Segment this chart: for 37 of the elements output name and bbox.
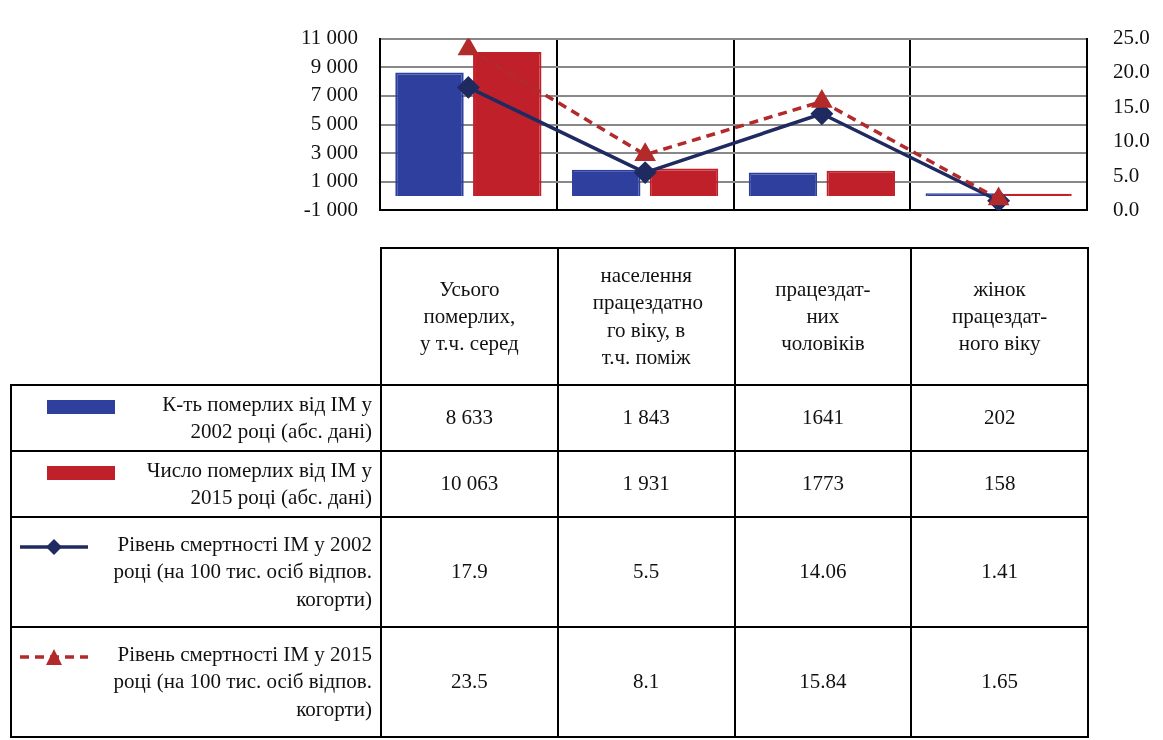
y-tick-label: 3 000	[310, 139, 358, 164]
data-label: 17.9	[381, 517, 558, 627]
y-tick-label: 5 000	[310, 111, 358, 136]
data-label: 1641	[734, 385, 912, 451]
data-label: 23.5	[381, 627, 558, 737]
y-tick-label: 9 000	[310, 53, 358, 78]
data-label: 1.65	[911, 627, 1088, 737]
y-tick-label: 7 000	[310, 82, 358, 107]
x-tick-label: жінок працездат-ного віку	[911, 248, 1088, 385]
y-tick-label: 1 000	[310, 168, 358, 193]
legend-label: Рівень смертності ІМ у 2002 році (на 100 тис. осіб відпов. когорти)	[112, 531, 372, 613]
y2-tick-label: 20.0	[1113, 59, 1150, 84]
y2-tick-label: 10.0	[1113, 128, 1150, 153]
data-label: 1773	[734, 451, 912, 517]
legend-label: Рівень смертності ІМ у 2015 році (на 100 тис. осіб відпов. когорти)	[112, 641, 372, 723]
data-label: 158	[911, 451, 1088, 517]
x-tick-label: працездат-них чоловіків	[734, 248, 912, 385]
data-label: 14.06	[734, 517, 912, 627]
y2-tick-label: 25.0	[1113, 25, 1150, 50]
y-tick-label: 11 000	[301, 25, 358, 50]
data-label: 15.84	[734, 627, 912, 737]
legend-label: К-ть померлих від ІМ у 2002 році (абс. дані)	[161, 390, 372, 445]
y2-tick-label: 5.0	[1113, 162, 1140, 187]
x-tick-label: населення працездатно го віку, в т.ч. поміж	[557, 248, 735, 385]
data-label: 1 843	[557, 385, 735, 451]
data-label: 1.41	[911, 517, 1088, 627]
data-label: 8 633	[381, 385, 558, 451]
data-label: 10 063	[381, 451, 558, 517]
data-label: 8.1	[557, 627, 735, 737]
legend-label: Число померлих від ІМ у 2015 році (абс. дані)	[145, 456, 372, 511]
y2-tick-label: 0.0	[1113, 196, 1140, 221]
x-tick-label: Усього померлих, у т.ч. серед	[381, 248, 558, 385]
y2-tick-label: 15.0	[1113, 93, 1150, 118]
y-tick-label: -1 000	[303, 196, 358, 221]
data-label: 202	[911, 385, 1088, 451]
data-label: 5.5	[557, 517, 735, 627]
data-label: 1 931	[557, 451, 735, 517]
